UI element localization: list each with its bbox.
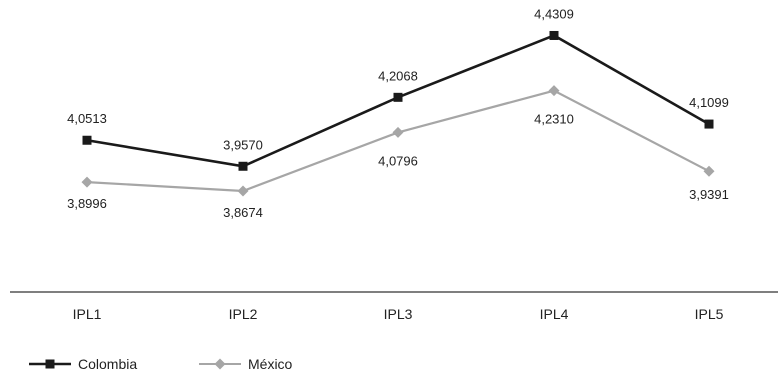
- data-label-colombia-ipl3: 4,2068: [378, 68, 418, 83]
- data-point-colombia-ipl4: [549, 30, 559, 40]
- legend-marker-colombia: [45, 359, 55, 369]
- series-line-mxico: [86, 89, 710, 193]
- data-point-mxico-ipl4: [548, 85, 560, 97]
- data-label-colombia-ipl5: 4,1099: [689, 95, 729, 110]
- x-tick-label-ipl1: IPL1: [73, 306, 102, 322]
- data-label-colombia-ipl2: 3,9570: [223, 137, 263, 152]
- legend-marker-mxico: [214, 358, 226, 370]
- data-label-mxico-ipl5: 3,9391: [689, 187, 729, 202]
- series-group: [81, 30, 715, 197]
- data-label-mxico-ipl3: 4,0796: [378, 153, 418, 168]
- data-point-mxico-ipl2: [237, 185, 249, 197]
- legend: Colombia México: [29, 356, 293, 372]
- data-point-colombia-ipl2: [238, 161, 248, 171]
- data-label-colombia-ipl4: 4,4309: [534, 6, 574, 21]
- data-point-mxico-ipl5: [703, 165, 715, 177]
- data-point-mxico-ipl3: [392, 126, 404, 138]
- legend-item-mxico: México: [199, 356, 293, 372]
- x-tick-label-ipl4: IPL4: [540, 306, 569, 322]
- data-point-colombia-ipl5: [704, 119, 714, 129]
- legend-label-mxico: México: [248, 356, 293, 372]
- legend-item-colombia: Colombia: [29, 356, 137, 372]
- data-labels: 4,0513 3,9570 4,2068 4,4309 4,1099 3,8996 3,86…: [67, 6, 729, 220]
- data-label-colombia-ipl1: 4,0513: [67, 111, 107, 126]
- data-point-colombia-ipl3: [393, 92, 403, 102]
- x-tick-labels: IPL1 IPL2 IPL3 IPL4 IPL5: [73, 306, 724, 322]
- data-point-colombia-ipl1: [82, 135, 92, 145]
- x-tick-label-ipl3: IPL3: [384, 306, 413, 322]
- data-label-mxico-ipl4: 4,2310: [534, 112, 574, 127]
- data-label-mxico-ipl2: 3,8674: [223, 205, 263, 220]
- x-tick-label-ipl2: IPL2: [229, 306, 258, 322]
- data-label-mxico-ipl1: 3,8996: [67, 196, 107, 211]
- data-point-mxico-ipl1: [81, 176, 93, 188]
- legend-label-colombia: Colombia: [78, 356, 137, 372]
- x-tick-label-ipl5: IPL5: [695, 306, 724, 322]
